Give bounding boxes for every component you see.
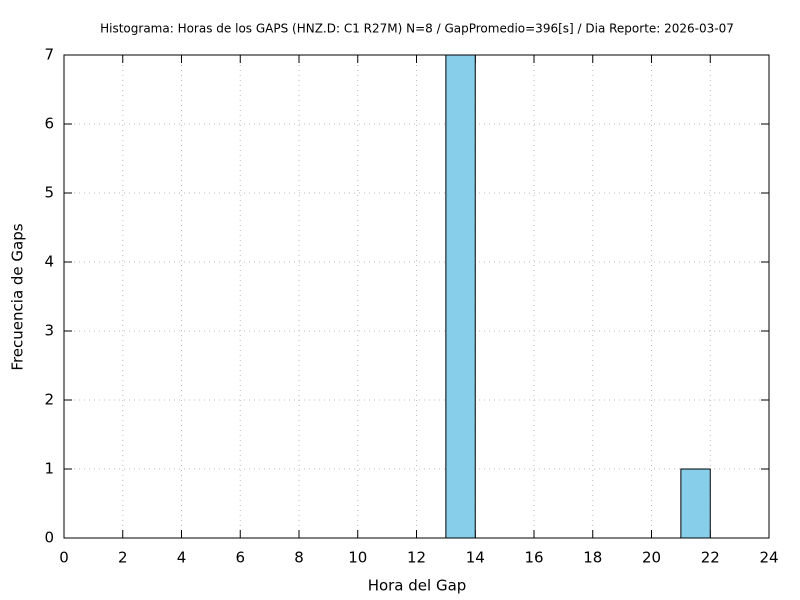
- y-axis-label: Frecuencia de Gaps: [9, 223, 27, 370]
- x-tick-label: 22: [701, 549, 720, 567]
- y-tick-label: 1: [44, 460, 54, 478]
- x-tick-label: 8: [294, 549, 304, 567]
- x-tick-label: 0: [59, 549, 69, 567]
- chart-title: Histograma: Horas de los GAPS (HNZ.D: C1…: [100, 22, 734, 36]
- x-tick-label: 4: [177, 549, 187, 567]
- x-tick-label: 24: [759, 549, 778, 567]
- x-tick-label: 14: [466, 549, 485, 567]
- x-tick-label: 18: [583, 549, 602, 567]
- x-tick-label: 6: [235, 549, 245, 567]
- y-tick-label: 0: [44, 529, 54, 547]
- x-axis-label: Hora del Gap: [368, 577, 467, 595]
- x-tick-label: 2: [118, 549, 128, 567]
- y-tick-label: 2: [44, 391, 54, 409]
- x-tick-label: 12: [407, 549, 426, 567]
- x-tick-label: 20: [642, 549, 661, 567]
- bar: [445, 54, 476, 539]
- x-tick-label: 16: [524, 549, 543, 567]
- plot-frame: [63, 54, 770, 539]
- x-tick-label: 10: [348, 549, 367, 567]
- y-tick-label: 4: [44, 253, 54, 271]
- y-tick-label: 3: [44, 322, 54, 340]
- y-tick-label: 7: [44, 46, 54, 64]
- y-tick-label: 6: [44, 115, 54, 133]
- y-tick-label: 5: [44, 184, 54, 202]
- bar: [680, 468, 711, 539]
